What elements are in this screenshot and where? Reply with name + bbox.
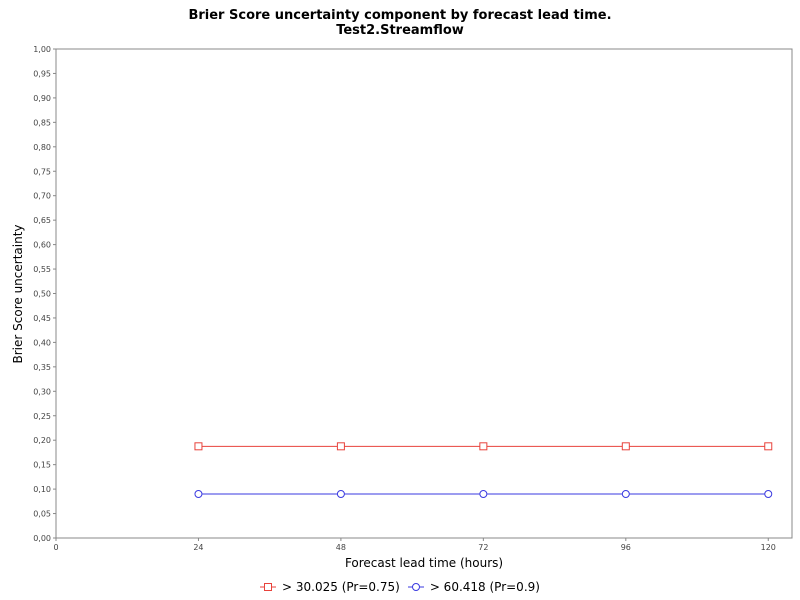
y-tick-label: 0,25 <box>33 412 51 421</box>
y-tick-label: 0,75 <box>33 167 51 176</box>
chart-subtitle: Test2.Streamflow <box>336 23 464 38</box>
x-tick-label: 96 <box>621 543 631 552</box>
y-tick-label: 0,05 <box>33 510 51 519</box>
y-tick-label: 0,65 <box>33 216 51 225</box>
legend-item: > 60.418 (Pr=0.9) <box>407 580 540 594</box>
data-point-circle <box>479 489 488 498</box>
y-tick-label: 0,70 <box>33 192 51 201</box>
y-tick-label: 0,45 <box>33 314 51 323</box>
chart-title: Brier Score uncertainty component by for… <box>188 8 612 23</box>
legend-item: > 30.025 (Pr=0.75) <box>260 580 400 594</box>
y-tick-label: 0,15 <box>33 461 51 470</box>
x-tick-label: 72 <box>478 543 488 552</box>
series-layer <box>194 442 773 498</box>
data-point-square <box>479 442 488 451</box>
x-axis: 0 24 48 72 96 120 <box>53 538 776 552</box>
chart-title-block: Brier Score uncertainty component by for… <box>0 8 800 38</box>
data-point-square <box>194 442 203 451</box>
y-tick-label: 0,35 <box>33 363 51 372</box>
y-tick-label: 1,00 <box>33 45 51 54</box>
x-tick-label: 120 <box>761 543 776 552</box>
data-point-square <box>621 442 630 451</box>
y-tick-label: 0,30 <box>33 387 51 396</box>
x-tick-label: 48 <box>336 543 346 552</box>
legend-label: > 60.418 (Pr=0.9) <box>429 580 540 594</box>
y-tick-label: 0,60 <box>33 241 51 250</box>
y-tick-label: 0,95 <box>33 69 51 78</box>
y-axis-label: Brier Score uncertainty <box>11 225 25 364</box>
x-tick-label: 24 <box>193 543 203 552</box>
data-point-square <box>764 442 773 451</box>
y-axis: 0,00 0,05 0,10 0,15 0,20 0,25 0,30 0,35 0,40 0,45… <box>33 45 56 543</box>
y-tick-label: 0,85 <box>33 118 51 127</box>
data-point-circle <box>336 489 345 498</box>
y-tick-label: 0,40 <box>33 338 51 347</box>
plot-area <box>55 48 793 539</box>
legend-circle-marker-icon <box>407 583 424 591</box>
y-tick-label: 0,10 <box>33 485 51 494</box>
y-tick-label: 0,80 <box>33 143 51 152</box>
x-axis-label: Forecast lead time (hours) <box>345 556 503 570</box>
y-tick-label: 0,50 <box>33 290 51 299</box>
data-point-circle <box>621 489 630 498</box>
y-tick-label: 0,90 <box>33 94 51 103</box>
data-point-circle <box>194 489 203 498</box>
y-tick-label: 0,20 <box>33 436 51 445</box>
y-tick-label: 0,55 <box>33 265 51 274</box>
data-point-square <box>336 442 345 451</box>
x-tick-label: 0 <box>53 543 58 552</box>
legend: > 30.025 (Pr=0.75) > 60.418 (Pr=0.9) <box>0 580 800 594</box>
legend-label: > 30.025 (Pr=0.75) <box>282 580 400 594</box>
data-point-circle <box>764 489 773 498</box>
legend-square-marker-icon <box>260 583 277 591</box>
y-tick-label: 0,00 <box>33 534 51 543</box>
